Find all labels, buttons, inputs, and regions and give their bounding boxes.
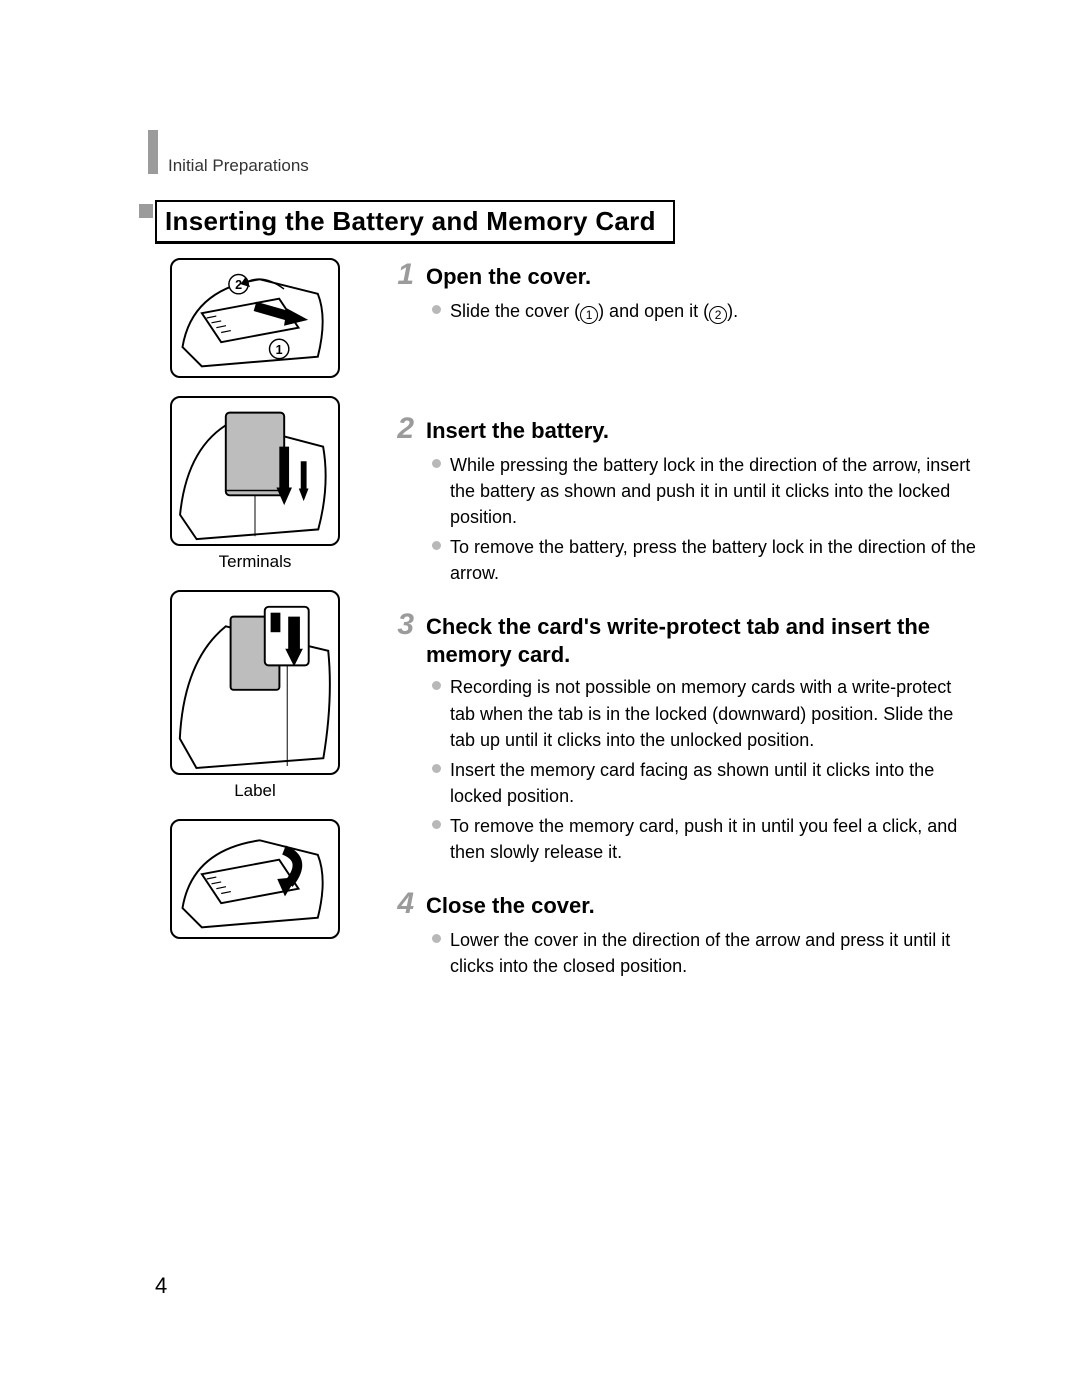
insert-card-diagram	[170, 590, 340, 775]
section-title: Inserting the Battery and Memory Card	[165, 206, 656, 236]
step-3-bullet-1: Recording is not possible on memory card…	[432, 674, 980, 752]
illustration-3: Label	[155, 590, 355, 801]
step-3-bullet-2: Insert the memory card facing as shown u…	[432, 757, 980, 809]
step-3: 3 Check the card's write-protect tab and…	[390, 608, 980, 865]
insert-battery-diagram	[170, 396, 340, 546]
svg-text:2: 2	[235, 278, 242, 292]
svg-text:1: 1	[276, 343, 283, 357]
section-title-box: Inserting the Battery and Memory Card	[155, 200, 675, 244]
illustrations-column: 2 1	[155, 258, 355, 1001]
illustration-4	[155, 819, 355, 939]
step-1-title: Open the cover.	[426, 263, 591, 291]
step-1-number: 1	[390, 258, 414, 292]
step-2-bullet-2: To remove the battery, press the battery…	[432, 534, 980, 586]
content-columns: 2 1	[155, 258, 980, 1001]
step-4-title: Close the cover.	[426, 892, 595, 920]
illustration-2: Terminals	[155, 396, 355, 572]
step-2-title: Insert the battery.	[426, 417, 609, 445]
step-3-title: Check the card's write-protect tab and i…	[426, 613, 980, 668]
illustration-2-caption: Terminals	[155, 552, 355, 572]
step-4: 4 Close the cover. Lower the cover in th…	[390, 887, 980, 979]
step-2: 2 Insert the battery. While pressing the…	[390, 412, 980, 586]
step-4-number: 4	[390, 887, 414, 921]
page-number: 4	[155, 1273, 167, 1299]
section-header: Inserting the Battery and Memory Card	[155, 200, 980, 244]
close-cover-diagram	[170, 819, 340, 939]
step-1: 1 Open the cover. Slide the cover (1) an…	[390, 258, 980, 390]
breadcrumb: Initial Preparations	[168, 156, 309, 176]
step-4-bullet-1: Lower the cover in the direction of the …	[432, 927, 980, 979]
illustration-3-caption: Label	[155, 781, 355, 801]
illustration-1: 2 1	[155, 258, 355, 378]
steps-column: 1 Open the cover. Slide the cover (1) an…	[390, 258, 980, 1001]
tab-marker	[148, 130, 158, 174]
open-cover-diagram: 2 1	[170, 258, 340, 378]
step-1-bullet-1: Slide the cover (1) and open it (2).	[432, 298, 980, 324]
page-container: Initial Preparations Inserting the Batte…	[0, 0, 1080, 1399]
step-3-number: 3	[390, 608, 414, 642]
step-2-number: 2	[390, 412, 414, 446]
step-3-bullet-3: To remove the memory card, push it in un…	[432, 813, 980, 865]
step-2-bullet-1: While pressing the battery lock in the d…	[432, 452, 980, 530]
